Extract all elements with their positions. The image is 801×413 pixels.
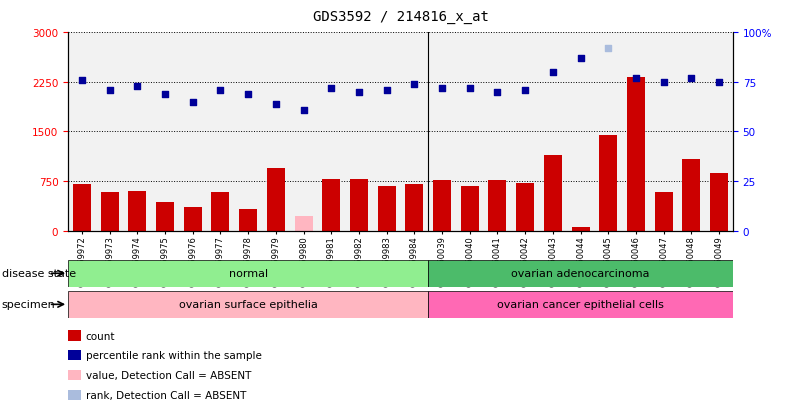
Text: percentile rank within the sample: percentile rank within the sample: [86, 351, 262, 361]
Text: ovarian cancer epithelial cells: ovarian cancer epithelial cells: [497, 299, 664, 310]
Point: [463, 85, 476, 92]
Bar: [183, 207, 202, 231]
Point: [602, 45, 614, 52]
Point: [491, 89, 504, 96]
Bar: [433, 181, 451, 231]
Text: disease state: disease state: [2, 268, 76, 279]
Bar: [654, 192, 673, 231]
Bar: [405, 185, 424, 231]
Point: [159, 91, 171, 98]
Bar: [682, 160, 700, 231]
Bar: [429, 291, 733, 318]
Point: [546, 69, 559, 76]
Bar: [128, 192, 147, 231]
Point: [574, 55, 587, 62]
Bar: [377, 187, 396, 231]
Bar: [710, 173, 728, 231]
Bar: [211, 193, 229, 231]
Point: [214, 87, 227, 94]
Point: [436, 85, 449, 92]
Point: [630, 75, 642, 82]
Point: [187, 99, 199, 106]
Point: [325, 85, 338, 92]
Bar: [461, 187, 479, 231]
Point: [297, 107, 310, 114]
Bar: [516, 184, 534, 231]
Bar: [239, 209, 257, 231]
Point: [408, 81, 421, 88]
Bar: [73, 185, 91, 231]
Bar: [101, 193, 119, 231]
Bar: [599, 135, 618, 231]
Point: [269, 101, 282, 108]
Point: [352, 89, 365, 96]
Point: [242, 91, 255, 98]
Point: [75, 77, 88, 84]
Text: rank, Detection Call = ABSENT: rank, Detection Call = ABSENT: [86, 390, 246, 400]
Point: [103, 87, 116, 94]
Bar: [544, 155, 562, 231]
Text: normal: normal: [228, 268, 268, 279]
Text: specimen: specimen: [2, 299, 55, 310]
Text: ovarian adenocarcinoma: ovarian adenocarcinoma: [511, 268, 650, 279]
Bar: [489, 181, 506, 231]
Bar: [267, 169, 285, 231]
Text: count: count: [86, 331, 115, 341]
Point: [685, 75, 698, 82]
Bar: [350, 180, 368, 231]
Point: [658, 79, 670, 86]
Bar: [156, 203, 174, 231]
Bar: [295, 217, 312, 231]
Bar: [68, 260, 429, 287]
Bar: [429, 260, 733, 287]
Bar: [627, 77, 645, 231]
Point: [519, 87, 532, 94]
Bar: [322, 179, 340, 231]
Bar: [572, 227, 590, 231]
Point: [380, 87, 393, 94]
Bar: [68, 291, 429, 318]
Point: [131, 83, 143, 90]
Point: [713, 79, 726, 86]
Text: ovarian surface epithelia: ovarian surface epithelia: [179, 299, 317, 310]
Text: GDS3592 / 214816_x_at: GDS3592 / 214816_x_at: [312, 10, 489, 24]
Text: value, Detection Call = ABSENT: value, Detection Call = ABSENT: [86, 370, 251, 380]
